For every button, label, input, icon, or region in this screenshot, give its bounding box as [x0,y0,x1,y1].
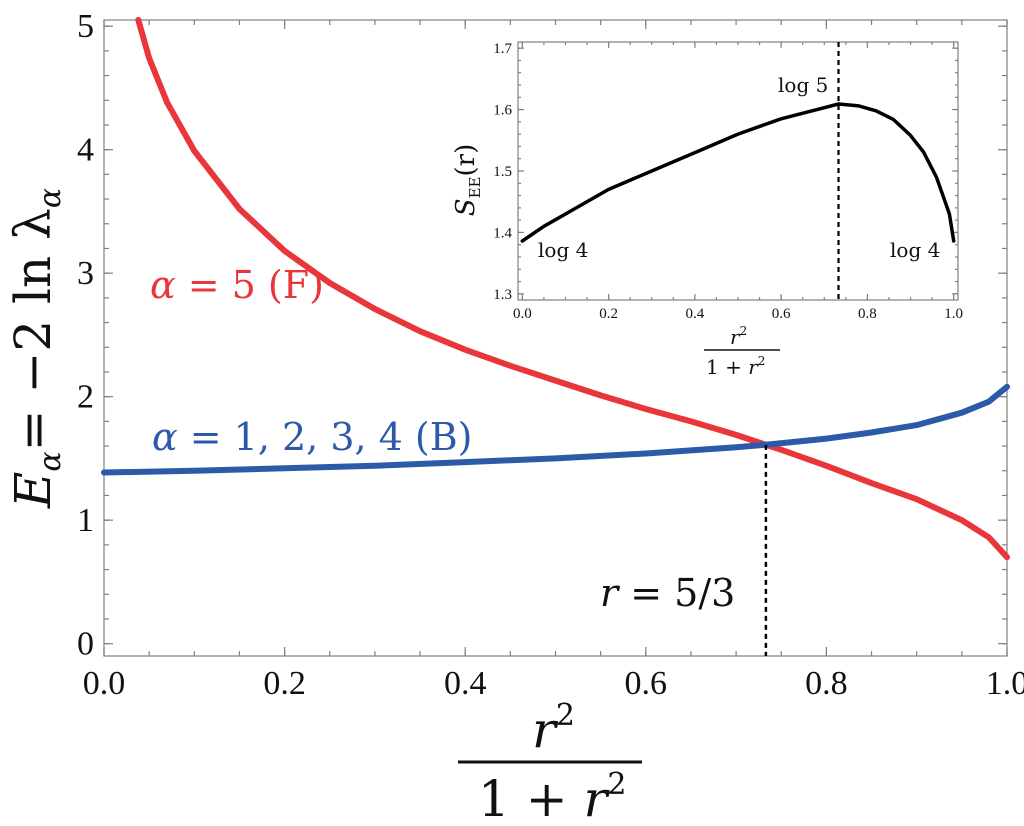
main-y-tick-label: 0 [77,626,94,663]
svg-text:SEE(r): SEE(r) [451,144,484,216]
svg-text:1 + r2: 1 + r2 [706,354,765,379]
svg-text:1 + r2: 1 + r2 [478,767,627,826]
main-axis-ticks [103,20,1008,656]
r-value-label: r = 5/3 [600,571,735,615]
main-x-tick-label: 0.6 [625,665,668,702]
log5-peak-label: log 5 [778,73,828,97]
inset-x-tick-label: 0.0 [513,306,532,322]
inset-x-axis-label: r2 1 + r2 [704,324,780,379]
inset-y-tick-label: 1.3 [493,287,512,303]
main-x-tick-label: 1.0 [986,665,1024,702]
main-x-axis-label: r2 1 + r2 [458,698,642,826]
log4-left-label: log 4 [538,238,588,262]
inset-axis-ticks [518,42,958,300]
main-y-axis-label: Eα= −2 ln λα [4,188,68,509]
main-tick-labels: 0.0 0.2 0.4 0.6 0.8 1.0 0 1 2 3 4 5 [77,8,1024,702]
entanglement-entropy-curve [520,102,956,243]
fermion-label: α = 5 (F) [150,263,324,307]
main-y-tick-label: 2 [77,379,94,416]
inset-y-axis-label: SEE(r) [451,144,484,216]
inset-x-tick-label: 0.2 [599,306,618,322]
boson-curve [101,383,1010,476]
inset-y-tick-label: 1.7 [493,41,512,57]
svg-text:r2: r2 [532,698,575,759]
svg-text:Eα= −2 ln λα: Eα= −2 ln λα [4,188,68,509]
inset-y-tick-label: 1.6 [493,103,512,119]
inset-x-tick-label: 0.6 [772,306,791,322]
inset-tick-labels: 0.0 0.2 0.4 0.6 0.8 1.0 1.3 1.4 1.5 1.6 1.7 [493,41,963,322]
fermion-curve [135,17,1010,561]
main-y-tick-label: 4 [77,132,94,169]
main-x-tick-label: 0.0 [83,665,126,702]
inset-x-tick-label: 0.8 [858,306,877,322]
inset-y-tick-label: 1.5 [493,164,512,180]
main-x-tick-label: 0.4 [444,665,487,702]
main-x-tick-label: 0.2 [263,665,306,702]
inset-x-tick-label: 0.4 [685,306,704,322]
main-y-tick-label: 5 [77,8,94,45]
log4-right-label: log 4 [890,238,940,262]
svg-text:r2: r2 [730,324,747,349]
main-y-tick-label: 3 [77,255,94,292]
main-x-tick-label: 0.8 [805,665,848,702]
inset-chart: 0.0 0.2 0.4 0.6 0.8 1.01.31.41.51.61.7 log 4 … [451,41,963,379]
main-y-tick-label: 1 [77,502,94,539]
inset-background [518,42,958,300]
inset-x-tick-label: 1.0 [944,306,963,322]
boson-label: α = 1, 2, 3, 4 (B) [152,415,473,459]
inset-y-tick-label: 1.4 [493,225,512,241]
